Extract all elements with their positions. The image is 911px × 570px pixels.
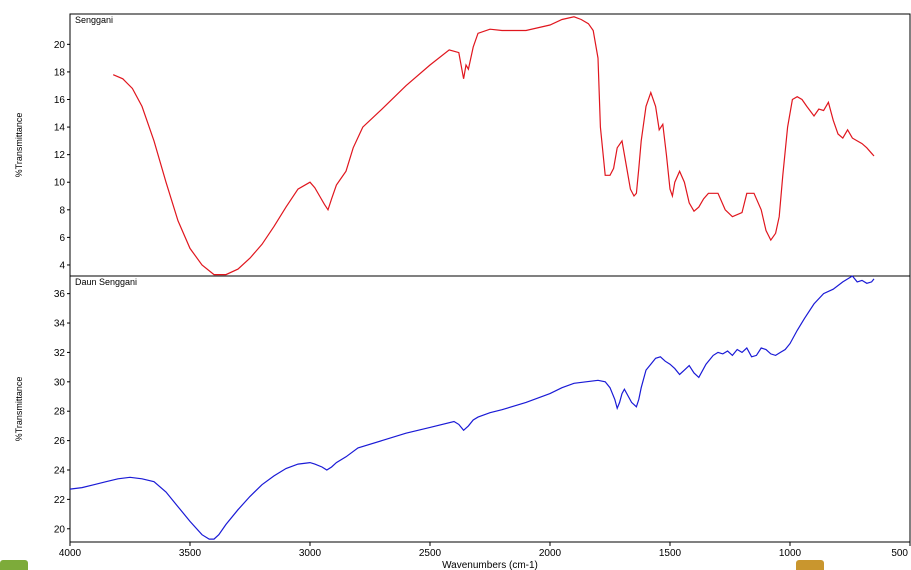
x-ticks: 4000 3500 3000 2500 2000 1500 1000 500 [59, 542, 911, 559]
x-tick-label: 3000 [299, 548, 322, 559]
x-tick-label: 3500 [179, 548, 202, 559]
bottom-y-tick-label: 20 [54, 524, 66, 535]
top-y-tick-label: 6 [59, 233, 65, 244]
top-y-tick-label: 8 [59, 205, 65, 216]
top-y-tick-label: 14 [54, 123, 66, 134]
bottom-y-tick-label: 36 [54, 289, 66, 300]
top-panel: Senggani %Transmittance 4 6 8 10 12 14 16 18 20 [14, 13, 911, 277]
bottom-y-tick-label: 30 [54, 377, 66, 388]
top-y-ticks: 4 6 8 10 12 14 16 18 20 [54, 40, 70, 271]
bottom-y-tick-label: 34 [54, 319, 66, 330]
bottom-panel-frame [69, 275, 911, 543]
top-y-tick-label: 10 [54, 178, 66, 189]
bottom-y-tick-label: 26 [54, 436, 66, 447]
bottom-panel-title: Daun Senggani [75, 277, 137, 287]
bottom-y-tick-label: 22 [54, 495, 66, 506]
top-y-tick-label: 12 [54, 150, 66, 161]
corner-tab-right [796, 560, 824, 570]
bottom-y-tick-label: 28 [54, 407, 66, 418]
x-tick-label: 1000 [779, 548, 802, 559]
x-tick-label: 500 [891, 548, 908, 559]
bottom-y-axis-label: %Transmittance [14, 377, 24, 442]
top-y-tick-label: 20 [54, 40, 66, 51]
bottom-panel: Daun Senggani %Transmittance 20 22 24 26 28 3… [14, 275, 911, 570]
x-tick-label: 4000 [59, 548, 82, 559]
top-panel-frame [69, 13, 911, 277]
bottom-y-tick-label: 32 [54, 348, 66, 359]
top-series-line [112, 16, 875, 276]
bottom-series-line [69, 275, 875, 540]
x-tick-label: 2000 [539, 548, 562, 559]
top-y-tick-label: 18 [54, 67, 66, 78]
bottom-y-ticks: 20 22 24 26 28 30 32 34 36 [54, 289, 70, 535]
top-y-tick-label: 4 [59, 260, 65, 271]
corner-tab-left [0, 560, 28, 570]
x-tick-label: 1500 [659, 548, 682, 559]
top-panel-title: Senggani [75, 15, 113, 25]
x-axis-label: Wavenumbers (cm-1) [442, 560, 538, 570]
top-y-tick-label: 16 [54, 95, 66, 106]
x-tick-label: 2500 [419, 548, 442, 559]
bottom-y-tick-label: 24 [54, 465, 66, 476]
top-y-axis-label: %Transmittance [14, 113, 24, 178]
